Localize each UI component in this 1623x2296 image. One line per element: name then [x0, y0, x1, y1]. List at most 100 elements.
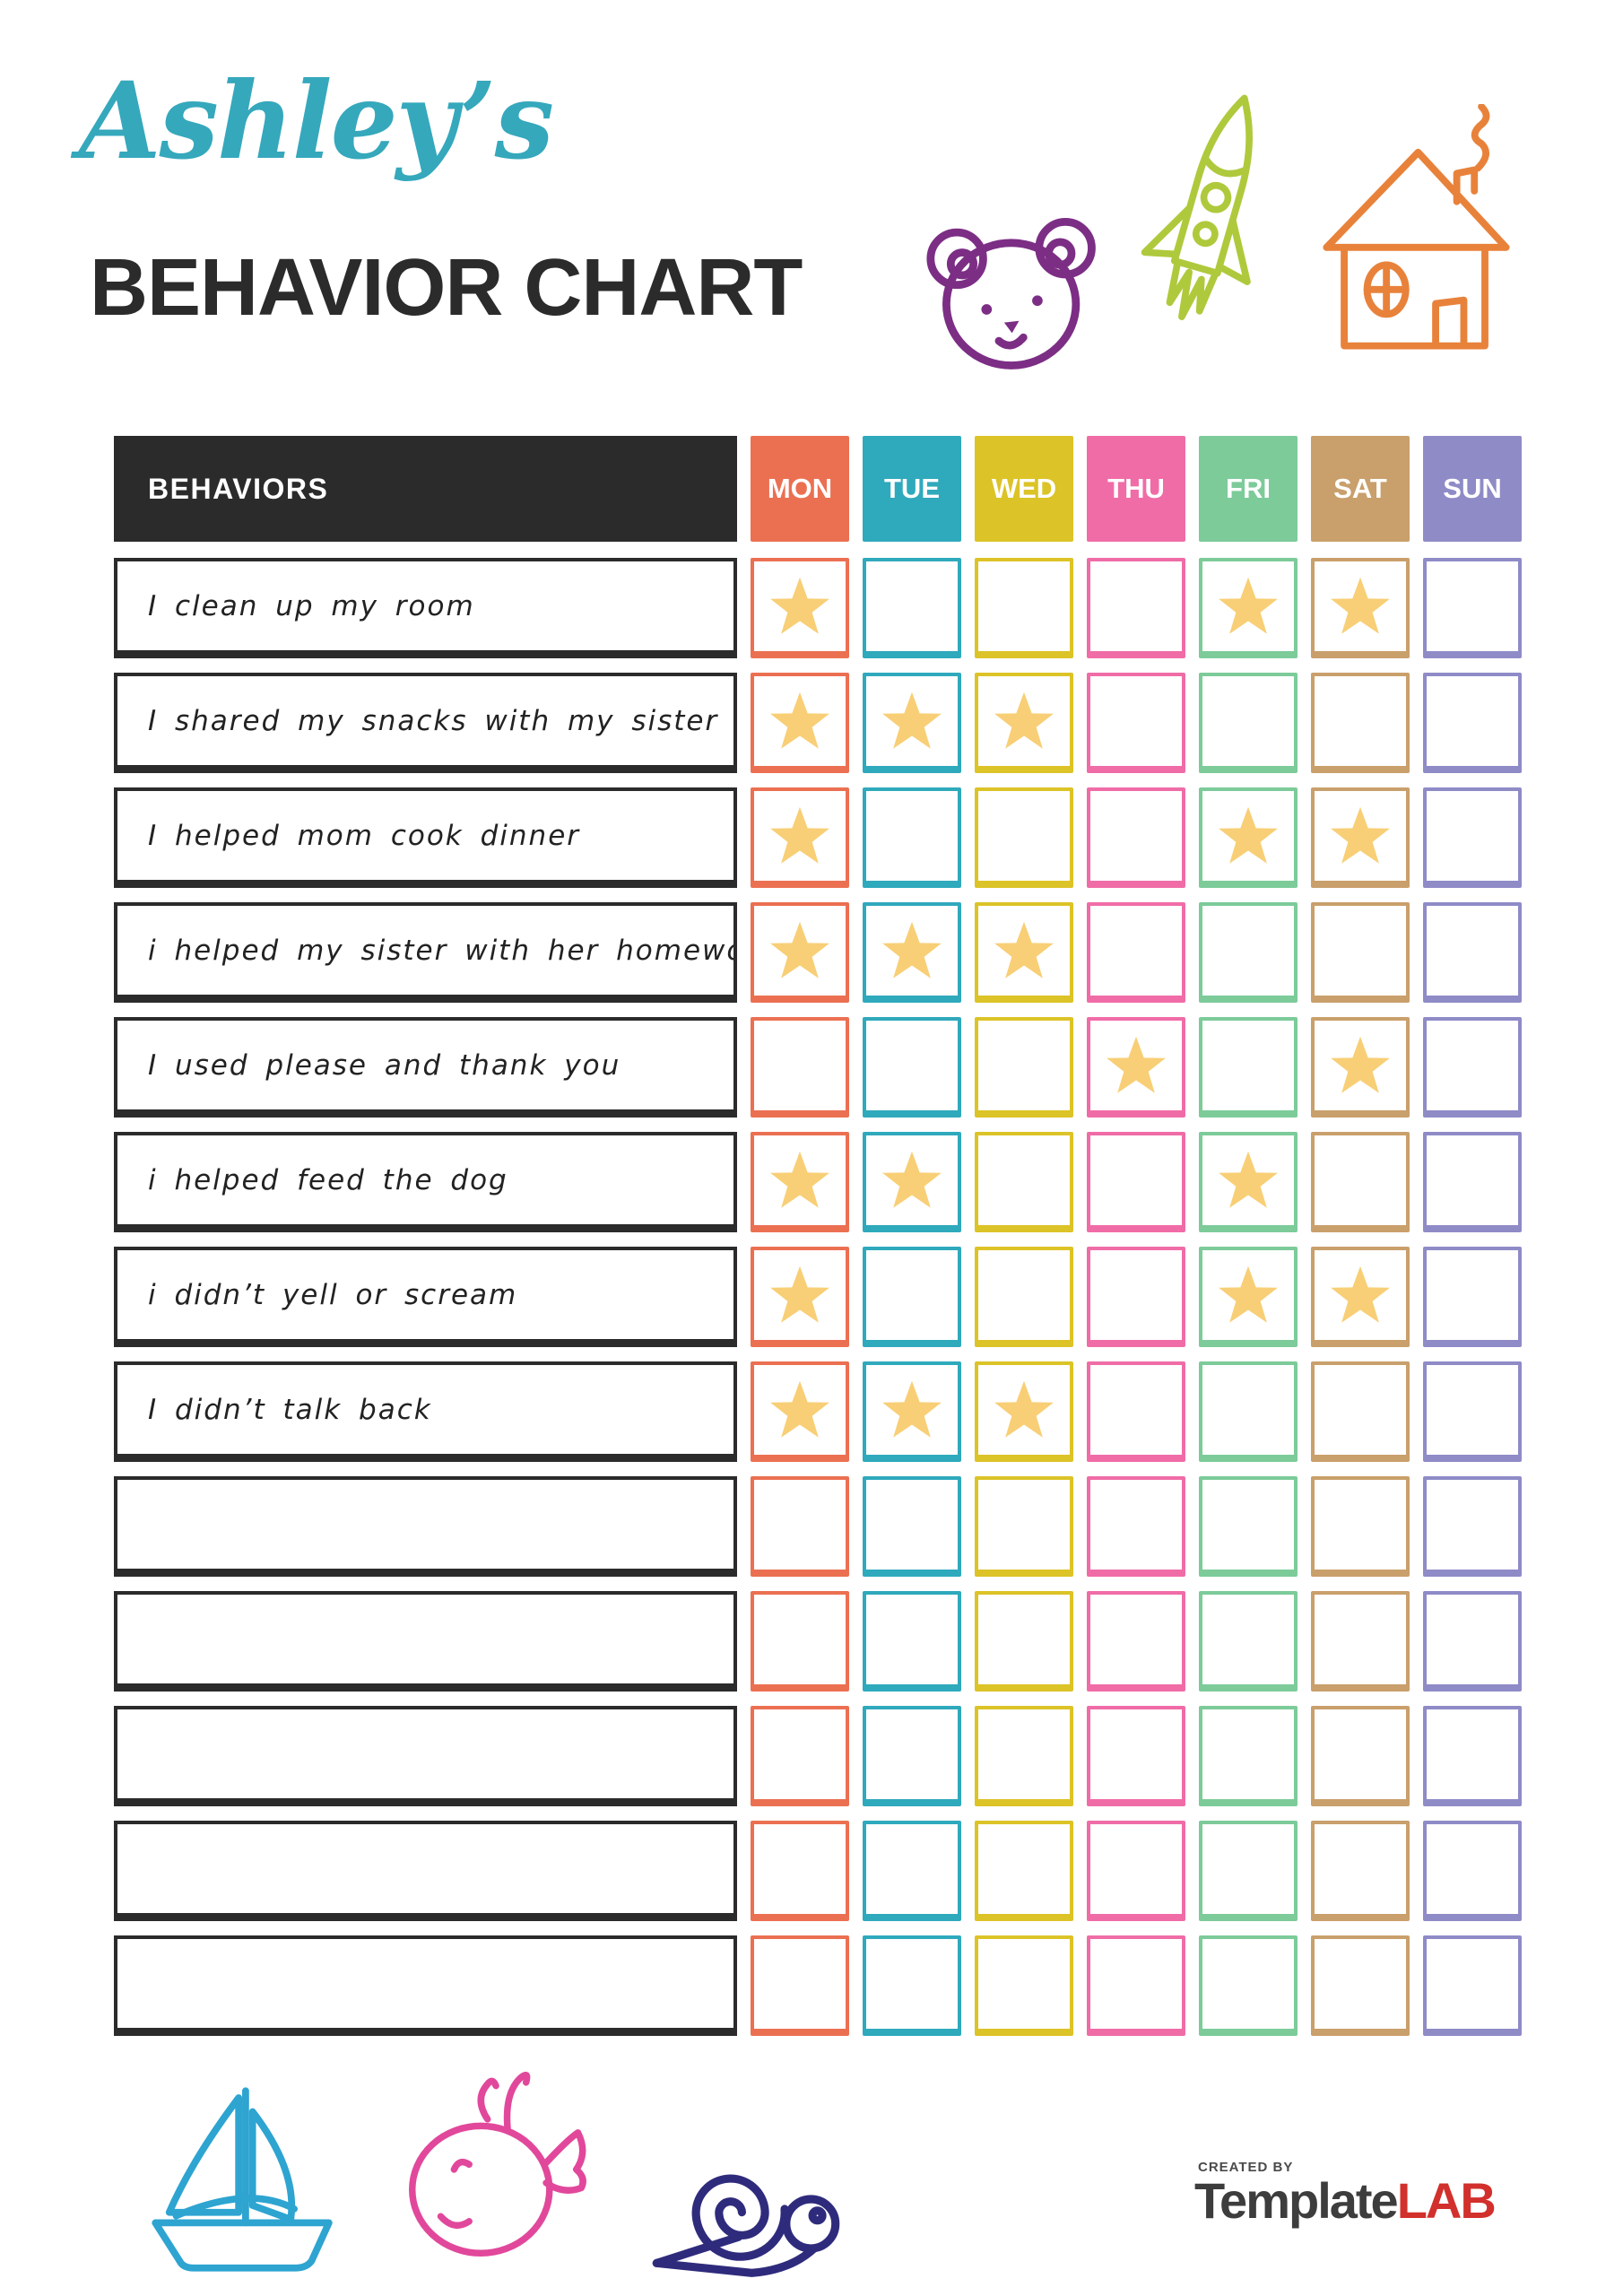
day-cell-tue	[863, 1935, 961, 2036]
behavior-row	[114, 1706, 1522, 1806]
day-cell-mon	[751, 1361, 849, 1462]
behavior-label	[114, 1935, 737, 2036]
behavior-label: I helped mom cook dinner	[114, 787, 737, 888]
day-cell-sat	[1311, 1361, 1410, 1462]
behavior-label	[114, 1476, 737, 1577]
day-cell-sat	[1311, 1132, 1410, 1232]
day-header-mon: MON	[751, 436, 849, 542]
star-icon	[1219, 1265, 1278, 1323]
day-cell-wed	[975, 1935, 1073, 2036]
day-cell-thu	[1087, 902, 1185, 1003]
day-header-thu: THU	[1087, 436, 1185, 542]
chart-body: I clean up my room I shared my snacks wit…	[114, 558, 1522, 2036]
day-cell-fri	[1199, 1247, 1298, 1347]
behavior-label: i helped feed the dog	[114, 1132, 737, 1232]
page-title: BEHAVIOR CHART	[90, 243, 803, 333]
behavior-row	[114, 1821, 1522, 1921]
rocket-doodle-icon	[1126, 77, 1298, 405]
day-cell-fri	[1199, 1935, 1298, 2036]
day-cell-sun	[1423, 1591, 1522, 1692]
house-doodle-icon	[1302, 104, 1531, 370]
behavior-label: i helped my sister with her homework	[114, 902, 737, 1003]
behaviors-column-header: BEHAVIORS	[114, 436, 737, 542]
day-cell-thu	[1087, 787, 1185, 888]
star-icon	[770, 1380, 829, 1438]
day-cell-wed	[975, 1476, 1073, 1577]
day-cell-tue	[863, 1361, 961, 1462]
day-cell-fri	[1199, 1476, 1298, 1577]
day-cell-mon	[751, 673, 849, 773]
day-cell-wed	[975, 673, 1073, 773]
day-cell-sat	[1311, 673, 1410, 773]
day-cell-fri	[1199, 1591, 1298, 1692]
day-cell-sat	[1311, 1706, 1410, 1806]
behavior-row: i helped my sister with her homework	[114, 902, 1522, 1003]
star-icon	[1219, 1151, 1278, 1208]
snail-doodle-icon	[640, 2122, 862, 2286]
day-cell-tue	[863, 1247, 961, 1347]
star-icon	[770, 1151, 829, 1208]
day-cell-thu	[1087, 1132, 1185, 1232]
day-cell-sat	[1311, 902, 1410, 1003]
day-cell-sun	[1423, 902, 1522, 1003]
whale-doodle-icon	[384, 2056, 610, 2282]
day-cell-wed	[975, 902, 1073, 1003]
day-cell-sat	[1311, 1821, 1410, 1921]
day-cell-fri	[1199, 558, 1298, 658]
day-cell-mon	[751, 1591, 849, 1692]
star-icon	[1331, 577, 1390, 634]
behavior-row: i didn’t yell or scream	[114, 1247, 1522, 1347]
day-cell-wed	[975, 1017, 1073, 1118]
star-icon	[882, 691, 942, 749]
star-icon	[1331, 806, 1390, 864]
day-header-sun: SUN	[1423, 436, 1522, 542]
star-icon	[770, 577, 829, 634]
star-icon	[770, 806, 829, 864]
day-cell-tue	[863, 1017, 961, 1118]
bear-doodle-icon	[920, 199, 1113, 383]
day-cell-tue	[863, 1591, 961, 1692]
day-cell-thu	[1087, 1361, 1185, 1462]
brand-wordmark: TemplateLAB	[1194, 2172, 1535, 2229]
day-cell-sun	[1423, 673, 1522, 773]
day-cell-fri	[1199, 1017, 1298, 1118]
behavior-label: I clean up my room	[114, 558, 737, 658]
day-cell-sun	[1423, 1132, 1522, 1232]
behavior-row: I helped mom cook dinner	[114, 787, 1522, 888]
behavior-row: i helped feed the dog	[114, 1132, 1522, 1232]
brand-primary-text: Template	[1194, 2172, 1399, 2229]
day-cell-thu	[1087, 1706, 1185, 1806]
day-cell-sat	[1311, 1935, 1410, 2036]
day-cell-sun	[1423, 558, 1522, 658]
day-cell-tue	[863, 558, 961, 658]
day-cell-mon	[751, 1821, 849, 1921]
star-icon	[770, 691, 829, 749]
star-icon	[994, 921, 1054, 978]
star-icon	[1219, 806, 1278, 864]
behavior-row	[114, 1476, 1522, 1577]
day-cell-tue	[863, 1132, 961, 1232]
behavior-row	[114, 1935, 1522, 2036]
day-cell-wed	[975, 787, 1073, 888]
day-cell-thu	[1087, 558, 1185, 658]
star-icon	[1107, 1036, 1166, 1093]
day-cell-wed	[975, 1591, 1073, 1692]
star-icon	[994, 691, 1054, 749]
created-by-label: CREATED BY	[1198, 2160, 1294, 2175]
day-cell-sat	[1311, 1017, 1410, 1118]
day-cell-thu	[1087, 1476, 1185, 1577]
star-icon	[1331, 1265, 1390, 1323]
day-cell-mon	[751, 1706, 849, 1806]
day-cell-tue	[863, 1476, 961, 1577]
star-icon	[994, 1380, 1054, 1438]
day-header-sat: SAT	[1311, 436, 1410, 542]
child-name-title: Ashley’s	[79, 58, 554, 183]
day-cell-fri	[1199, 1706, 1298, 1806]
star-icon	[882, 921, 942, 978]
behavior-label	[114, 1706, 737, 1806]
day-cell-fri	[1199, 1821, 1298, 1921]
day-cell-fri	[1199, 673, 1298, 773]
behavior-label: I used please and thank you	[114, 1017, 737, 1118]
star-icon	[1219, 577, 1278, 634]
